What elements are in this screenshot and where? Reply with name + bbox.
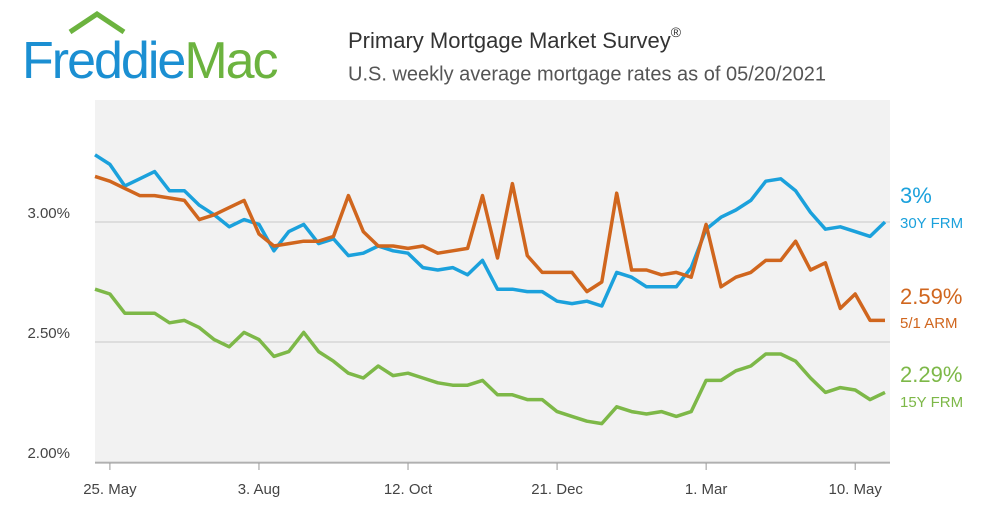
logo: FreddieMac [22, 32, 278, 90]
series-line [94, 287, 886, 426]
x-tick-label: 25. May [83, 481, 137, 498]
x-tick-label: 12. Oct [384, 481, 433, 498]
legend-label: 30Y FRM [900, 215, 963, 232]
y-tick-label: 2.00% [27, 445, 70, 462]
x-tick-label: 3. Aug [238, 481, 281, 498]
chart-title: Primary Mortgage Market Survey® [348, 24, 682, 53]
y-tick-label: 2.50% [27, 325, 70, 342]
legend-label: 15Y FRM [900, 394, 963, 411]
logo-roof [68, 10, 126, 35]
last-value-label: 2.29% [900, 362, 962, 387]
last-value-label: 2.59% [900, 284, 962, 309]
series-line [94, 174, 885, 323]
series-line [94, 153, 887, 308]
y-tick-label: 3.00% [27, 205, 70, 222]
chart-subtitle: U.S. weekly average mortgage rates as of… [348, 63, 826, 85]
legend-label: 5/1 ARM [900, 315, 958, 332]
x-tick-label: 10. May [829, 481, 883, 498]
logo-first: Freddie [22, 32, 184, 90]
title-mark: ® [671, 24, 682, 40]
title-text: Primary Mortgage Market Survey [348, 28, 671, 53]
x-tick-label: 21. Dec [531, 481, 583, 498]
last-value-label: 3% [900, 183, 932, 208]
x-tick-label: 1. Mar [685, 481, 728, 498]
logo-second: Mac [184, 32, 277, 90]
